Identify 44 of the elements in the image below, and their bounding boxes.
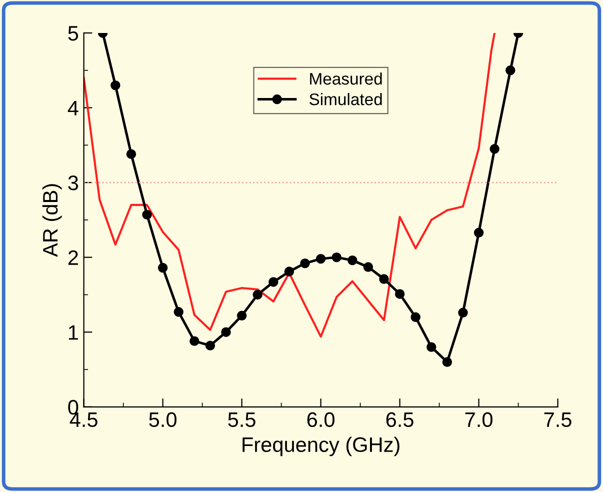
line-series: [84, 32, 496, 338]
legend-label: Measured: [310, 72, 382, 85]
y-tick-label: 4: [68, 100, 78, 116]
point: [190, 336, 200, 346]
x-tick-label: 6.5: [386, 412, 414, 428]
y-tick-label: 5: [68, 26, 78, 41]
point: [268, 277, 278, 287]
x-tick-label: 5.5: [228, 412, 256, 428]
point: [236, 310, 247, 321]
point: [158, 262, 168, 273]
x-tick-label: 4.5: [70, 412, 98, 428]
point: [506, 65, 516, 76]
point: [142, 210, 152, 220]
y-tick-label: 2: [68, 250, 78, 265]
point: [410, 312, 420, 322]
point: [458, 308, 468, 318]
point: [221, 327, 231, 337]
point: [474, 228, 484, 238]
point: [363, 262, 374, 272]
point: [300, 258, 310, 268]
point: [348, 255, 358, 266]
x-axis-title: Frequency (GHz): [242, 436, 400, 456]
point: [394, 289, 405, 299]
point: [110, 80, 120, 90]
y-tick-label: 3: [68, 176, 78, 190]
point: [126, 149, 136, 159]
point: [379, 274, 389, 284]
legend-label: Simulated: [310, 93, 382, 106]
point: [490, 144, 500, 154]
point: [284, 266, 294, 276]
y-tick-label: 1: [68, 325, 78, 340]
x-tick-label: 5.0: [149, 412, 176, 428]
y-tick-label: 0: [68, 400, 78, 415]
x-tick-label: 7.0: [465, 412, 492, 428]
point: [332, 252, 342, 262]
point: [316, 254, 326, 264]
y-axis-title: AR (dB): [42, 184, 62, 257]
x-tick-label: 7.5: [544, 412, 572, 428]
point: [426, 342, 436, 352]
point: [442, 357, 452, 367]
point: [174, 307, 184, 317]
x-tick-label: 6.0: [307, 412, 334, 428]
point: [252, 290, 262, 300]
point: [205, 340, 216, 350]
